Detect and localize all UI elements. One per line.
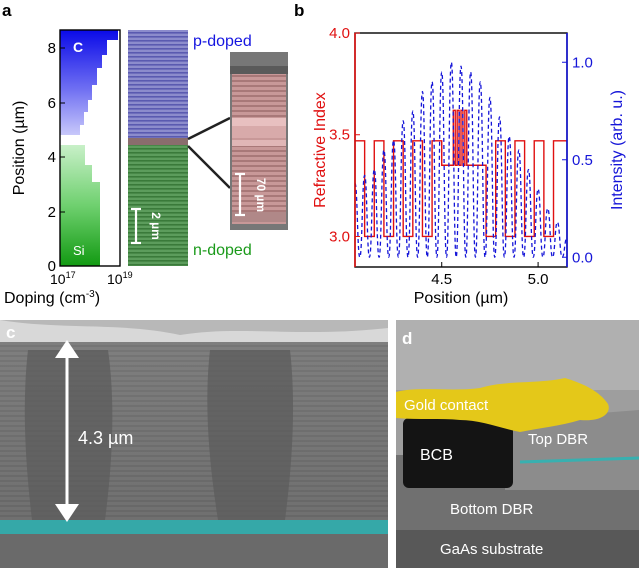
b-right-ylabel: Intensity (arb. u.): [609, 90, 626, 210]
n-doped-stack: [128, 145, 188, 266]
b-right-tick-label: 0.5: [572, 152, 593, 169]
carbon-label: C: [73, 39, 83, 55]
bottom-dbr-label: Bottom DBR: [450, 501, 534, 518]
panel-b-plot-area: [355, 62, 567, 257]
b-left-ylabel: Refractive Index: [312, 92, 329, 208]
substrate-label: GaAs substrate: [440, 541, 543, 558]
top-dbr-label: Top DBR: [528, 431, 588, 448]
gold-contact-label: Gold contact: [404, 397, 489, 414]
a-ytick-6: 6: [48, 95, 56, 112]
p-doped-stack: [128, 30, 188, 140]
panel-a-xticks: 1017 1019: [50, 270, 133, 287]
panel-a-letter: a: [2, 1, 12, 20]
panel-c: 4.3 µm c: [0, 320, 388, 568]
b-left-tick-label: 3.0: [329, 228, 350, 245]
silicon-label: Si: [73, 243, 85, 258]
b-x-tick-label: 4.5: [431, 271, 452, 288]
a-xtick-1e17: 1017: [50, 270, 76, 287]
scale-2um-label: 2 µm: [149, 212, 163, 240]
scale-70-label: 70 µm: [254, 178, 268, 212]
panel-b-letter: b: [294, 1, 304, 20]
zoom-lines: [188, 118, 230, 188]
active-region: [128, 138, 188, 145]
panel-c-letter: c: [6, 323, 15, 342]
panel-d: d Gold contact BCB Top DBR Bottom DBR Ga…: [396, 320, 639, 568]
a-ytick-4: 4: [48, 149, 56, 166]
n-doped-label: n-doped: [193, 242, 252, 259]
b-right-tick-label: 1.0: [572, 54, 593, 71]
bcb-label: BCB: [420, 447, 453, 464]
panel-a: a 0 2 4 6 8 Position (µm) 1017 1019 Dopi…: [2, 1, 288, 307]
panel-a-xlabel: Doping (cm-3): [4, 289, 100, 307]
thickness-label: 4.3 µm: [78, 428, 133, 448]
b-left-tick-label: 4.0: [329, 25, 350, 42]
b-x-tick-label: 5.0: [528, 271, 549, 288]
b-right-tick-label: 0.0: [572, 249, 593, 266]
trench-right: [207, 350, 293, 520]
p-doped-label: p-doped: [193, 33, 252, 50]
a-ytick-2: 2: [48, 204, 56, 221]
b-left-tick-label: 3.5: [329, 127, 350, 144]
panel-d-letter: d: [402, 329, 412, 348]
carbon-doping-area: [60, 30, 118, 135]
b-xlabel: Position (µm): [414, 290, 509, 307]
a-xtick-1e19: 1019: [107, 270, 133, 287]
active-layer-highlight: [0, 520, 388, 534]
a-ytick-8: 8: [48, 40, 56, 57]
panel-a-ylabel: Position (µm): [11, 101, 28, 196]
panel-b: b 3.0 3.5 4.0 0.0 0.5 1.0 4.5 5.0 Refractive In…: [294, 1, 626, 307]
